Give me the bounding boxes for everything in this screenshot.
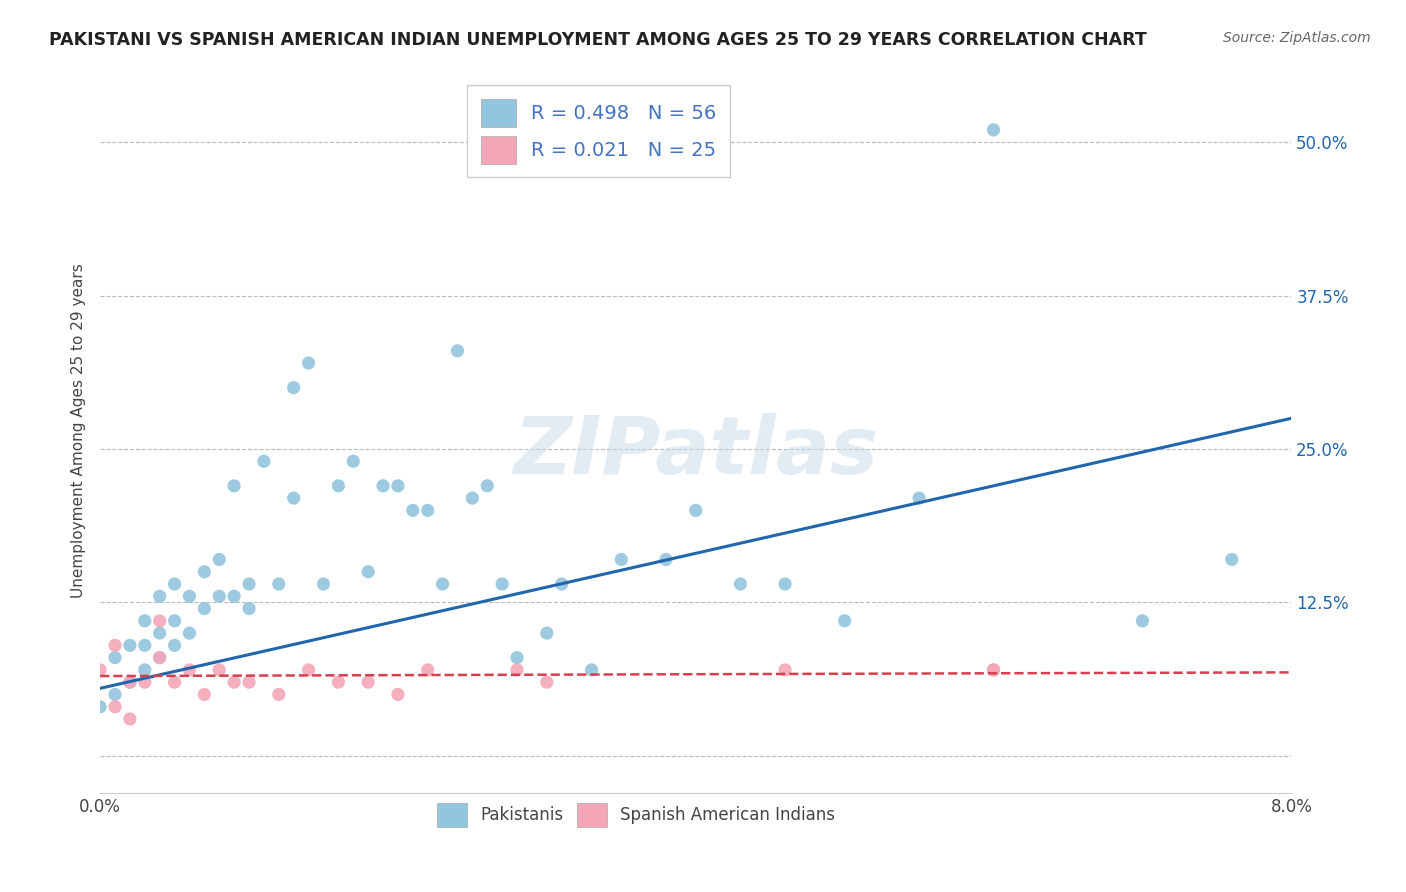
Point [655,552,678,566]
Point [267,577,290,591]
Point [834,614,856,628]
Point [134,663,156,677]
Point [983,663,1005,677]
Point [581,663,603,677]
Y-axis label: Unemployment Among Ages 25 to 29 years: Unemployment Among Ages 25 to 29 years [72,263,86,598]
Point [1132,614,1154,628]
Point [238,577,260,591]
Point [238,675,260,690]
Text: Source: ZipAtlas.com: Source: ZipAtlas.com [1223,31,1371,45]
Point [506,650,529,665]
Point [328,479,350,493]
Point [297,356,319,370]
Point [371,479,394,493]
Point [342,454,364,468]
Point [179,589,201,603]
Point [387,688,409,702]
Point [118,712,141,726]
Point [104,688,127,702]
Point [118,639,141,653]
Point [610,552,633,566]
Point [224,479,246,493]
Point [446,343,468,358]
Point [149,614,172,628]
Legend: Pakistanis, Spanish American Indians: Pakistanis, Spanish American Indians [429,795,844,835]
Point [432,577,454,591]
Point [89,699,111,714]
Point [536,675,558,690]
Point [773,577,796,591]
Point [134,614,156,628]
Point [149,626,172,640]
Point [208,552,231,566]
Point [224,675,246,690]
Point [685,503,707,517]
Point [208,663,231,677]
Point [134,675,156,690]
Point [357,675,380,690]
Point [149,650,172,665]
Point [104,650,127,665]
Point [328,675,350,690]
Point [118,675,141,690]
Point [357,565,380,579]
Point [1220,552,1243,566]
Point [253,454,276,468]
Text: ZIPatlas: ZIPatlas [513,413,879,491]
Point [193,601,215,615]
Point [461,491,484,505]
Point [402,503,425,517]
Point [477,479,499,493]
Point [283,491,305,505]
Point [491,577,513,591]
Point [983,663,1005,677]
Point [89,663,111,677]
Point [908,491,931,505]
Point [730,577,752,591]
Point [536,626,558,640]
Point [118,675,141,690]
Point [983,123,1005,137]
Point [134,639,156,653]
Text: PAKISTANI VS SPANISH AMERICAN INDIAN UNEMPLOYMENT AMONG AGES 25 TO 29 YEARS CORR: PAKISTANI VS SPANISH AMERICAN INDIAN UNE… [49,31,1147,49]
Point [416,663,439,677]
Point [163,675,186,690]
Point [163,614,186,628]
Point [506,663,529,677]
Point [179,626,201,640]
Point [104,699,127,714]
Point [208,589,231,603]
Point [163,639,186,653]
Point [149,650,172,665]
Point [193,565,215,579]
Point [773,663,796,677]
Point [193,688,215,702]
Point [267,688,290,702]
Point [179,663,201,677]
Point [387,479,409,493]
Point [312,577,335,591]
Point [416,503,439,517]
Point [149,589,172,603]
Point [224,589,246,603]
Point [238,601,260,615]
Point [283,381,305,395]
Point [163,577,186,591]
Point [297,663,319,677]
Point [104,639,127,653]
Point [551,577,574,591]
